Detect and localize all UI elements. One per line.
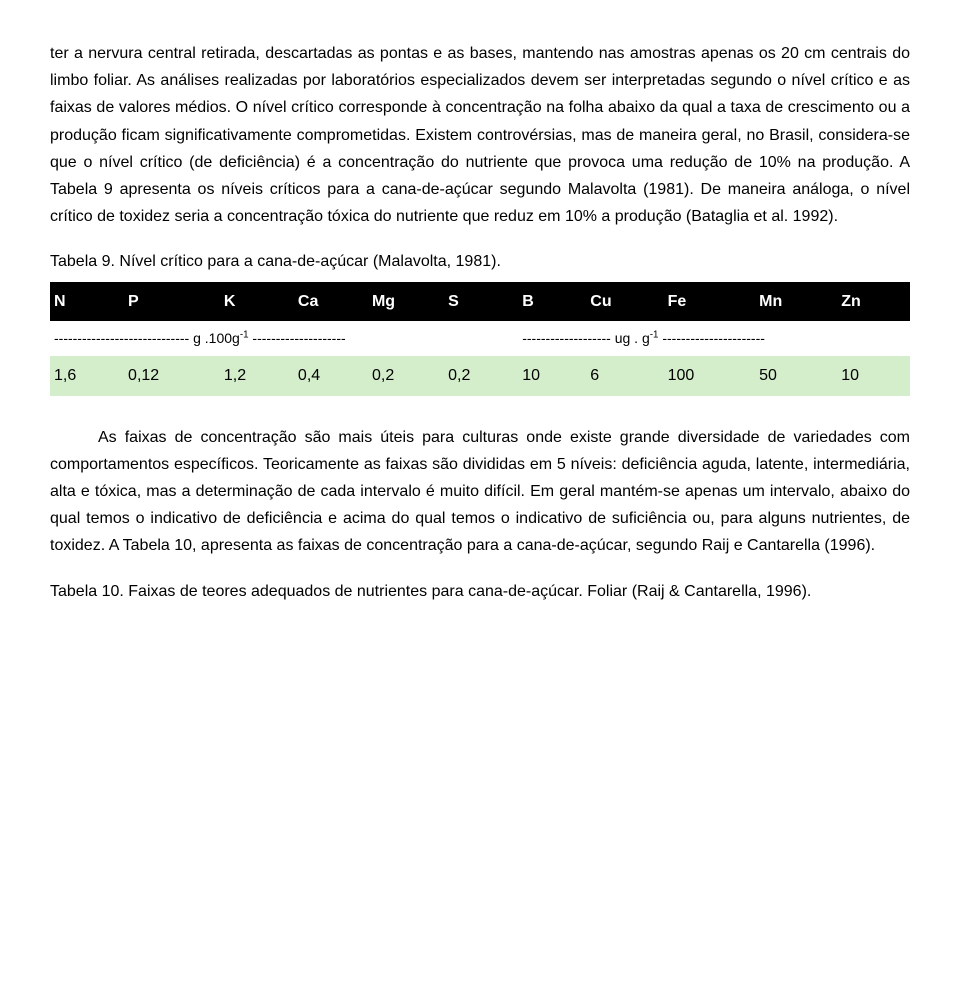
table9-values-row: 1,6 0,12 1,2 0,4 0,2 0,2 10 6 100 50 10 bbox=[50, 356, 910, 395]
table9-header-row: N P K Ca Mg S B Cu Fe Mn Zn bbox=[50, 282, 910, 321]
table9-val-Cu: 6 bbox=[586, 356, 663, 395]
table9-col-S: S bbox=[444, 282, 518, 321]
table9-col-Cu: Cu bbox=[586, 282, 663, 321]
table9-col-K: K bbox=[220, 282, 294, 321]
table9-unit-left: ----------------------------- g .100g-1 … bbox=[50, 321, 518, 357]
table9-col-Fe: Fe bbox=[664, 282, 756, 321]
table9-col-Mg: Mg bbox=[368, 282, 444, 321]
unit-left-suffix: -------------------- bbox=[249, 330, 346, 346]
table9-col-B: B bbox=[518, 282, 586, 321]
table9-col-Mn: Mn bbox=[755, 282, 837, 321]
unit-left-prefix: ----------------------------- g .100g bbox=[54, 330, 240, 346]
table9-col-P: P bbox=[124, 282, 220, 321]
table9-val-Fe: 100 bbox=[664, 356, 756, 395]
table9: N P K Ca Mg S B Cu Fe Mn Zn ------------… bbox=[50, 282, 910, 396]
paragraph-2: As faixas de concentração são mais úteis… bbox=[50, 424, 910, 560]
table9-caption: Tabela 9. Nível crítico para a cana-de-a… bbox=[50, 248, 910, 275]
table9-val-S: 0,2 bbox=[444, 356, 518, 395]
unit-right-prefix: ------------------- ug . g bbox=[522, 330, 650, 346]
table9-val-B: 10 bbox=[518, 356, 586, 395]
table9-col-N: N bbox=[50, 282, 124, 321]
table9-val-Mn: 50 bbox=[755, 356, 837, 395]
table9-val-Mg: 0,2 bbox=[368, 356, 444, 395]
paragraph-1: ter a nervura central retirada, descarta… bbox=[50, 40, 910, 230]
table9-units-row: ----------------------------- g .100g-1 … bbox=[50, 321, 910, 357]
table9-val-P: 0,12 bbox=[124, 356, 220, 395]
table9-col-Ca: Ca bbox=[294, 282, 368, 321]
table10-caption: Tabela 10. Faixas de teores adequados de… bbox=[50, 578, 910, 605]
table9-col-Zn: Zn bbox=[837, 282, 910, 321]
unit-right-suffix: ---------------------- bbox=[658, 330, 764, 346]
table9-unit-right: ------------------- ug . g-1 -----------… bbox=[518, 321, 910, 357]
unit-left-sup: -1 bbox=[240, 329, 249, 340]
table9-val-K: 1,2 bbox=[220, 356, 294, 395]
table9-val-Ca: 0,4 bbox=[294, 356, 368, 395]
table9-val-Zn: 10 bbox=[837, 356, 910, 395]
table9-val-N: 1,6 bbox=[50, 356, 124, 395]
